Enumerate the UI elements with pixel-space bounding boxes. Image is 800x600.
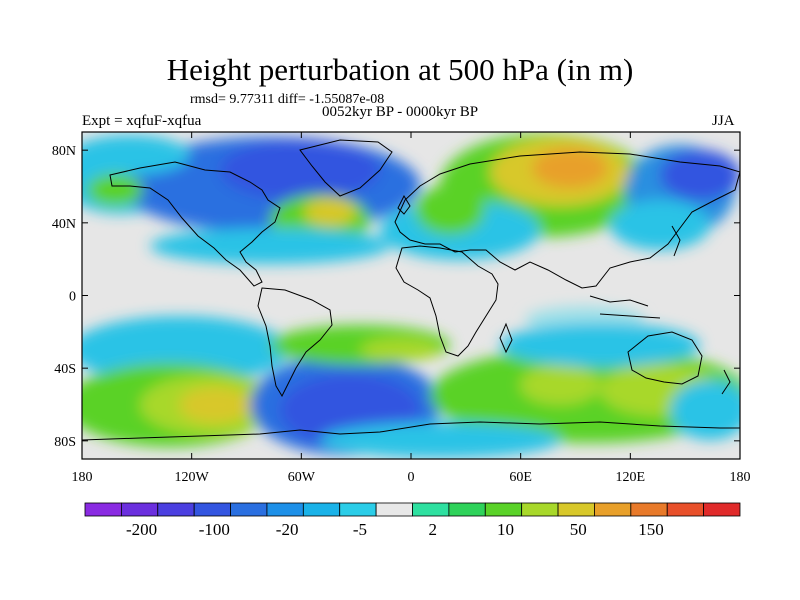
colorbar-label: -20 — [276, 520, 299, 539]
colorbar-swatch — [594, 502, 632, 517]
colorbar: -200 -100 -20 -5 2 10 50 150 — [84, 502, 741, 539]
y-tick-label: 40S — [54, 362, 76, 377]
x-tick-label: 60W — [288, 470, 316, 485]
colorbar-label: -5 — [353, 520, 367, 539]
x-tick-label: 120W — [175, 470, 210, 485]
eurasia-coast — [394, 151, 740, 289]
y-tick-label: 0 — [69, 290, 76, 305]
antarctica-coast — [82, 421, 740, 441]
greenland-coast — [299, 139, 393, 197]
coastlines — [82, 139, 740, 441]
contour-field — [82, 132, 740, 459]
y-tick-label: 80S — [54, 435, 76, 450]
colorbar-swatch — [339, 502, 377, 517]
stats-line: rmsd= 9.77311 diff= -1.55087e-08 — [190, 92, 385, 107]
colorbar-swatch — [266, 502, 304, 517]
colorbar-swatch — [157, 502, 195, 517]
x-tick-label: 120E — [616, 470, 646, 485]
japan-coast — [671, 225, 681, 257]
britain-coast — [397, 194, 411, 215]
colorbar-label: -200 — [126, 520, 157, 539]
x-tick-label: 180 — [72, 470, 93, 485]
colorbar-swatch — [412, 502, 450, 517]
colorbar-swatch — [521, 502, 559, 517]
colorbar-swatch — [630, 502, 668, 517]
australia-coast — [627, 331, 703, 385]
north-america-coast — [109, 161, 281, 287]
colorbar-label: 50 — [570, 520, 587, 539]
plot-subtitle: 0052kyr BP - 0000kyr BP — [322, 104, 479, 120]
colorbar-swatch — [484, 502, 523, 517]
colorbar-swatch — [193, 502, 231, 517]
colorbar-swatch — [703, 502, 741, 517]
colorbar-swatch — [84, 502, 122, 517]
season-label: JJA — [712, 113, 735, 129]
colorbar-swatch — [230, 502, 268, 517]
new-zealand-coast — [721, 369, 731, 395]
south-america-coast — [257, 287, 333, 398]
colorbar-swatch — [557, 502, 595, 517]
colorbar-label: -100 — [199, 520, 230, 539]
indonesia-coast — [589, 295, 661, 319]
madagascar-coast — [499, 322, 513, 354]
y-axis-ticks: 80N 40N 0 40S 80S — [52, 144, 740, 450]
plot-title: Height perturbation at 500 hPa (in m) — [166, 52, 634, 87]
x-axis-ticks: 180 120W 60W 0 60E 120E 180 — [72, 132, 751, 485]
colorbar-label: 2 — [428, 520, 437, 539]
x-tick-label: 180 — [730, 470, 751, 485]
africa-coast — [395, 245, 499, 357]
colorbar-label: 10 — [497, 520, 514, 539]
x-tick-label: 0 — [408, 470, 415, 485]
y-tick-label: 80N — [52, 144, 76, 159]
colorbar-swatch — [666, 502, 705, 517]
colorbar-swatch — [448, 502, 486, 517]
y-tick-label: 40N — [52, 217, 76, 232]
experiment-label: Expt = xqfuF-xqfua — [82, 113, 202, 129]
colorbar-swatch — [375, 502, 413, 517]
x-tick-label: 60E — [509, 470, 532, 485]
colorbar-label: 150 — [638, 520, 664, 539]
colorbar-swatch — [302, 502, 341, 517]
colorbar-swatch — [120, 502, 159, 517]
